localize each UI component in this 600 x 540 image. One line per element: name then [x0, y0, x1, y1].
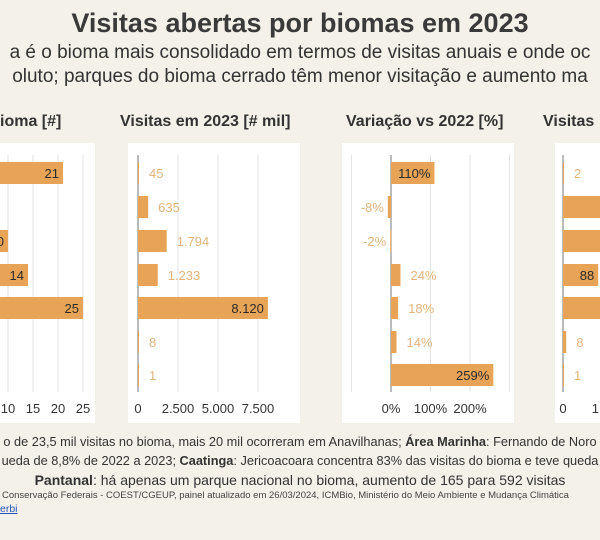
x-tick-label: 0	[559, 401, 566, 416]
chart-2-title: Visitas em 2023 [# mil]	[120, 113, 291, 130]
footer-text: ueda de 8,8% de 2022 a 2023;	[1, 453, 180, 468]
data-label: -2%	[363, 234, 387, 249]
bar	[563, 264, 599, 286]
bar	[0, 230, 8, 252]
data-label: 8	[576, 335, 583, 350]
bar	[138, 230, 167, 252]
bar	[0, 162, 63, 184]
x-tick-label: 10	[1, 401, 15, 416]
x-tick-label: 15	[26, 401, 40, 416]
data-label: 1	[574, 368, 581, 383]
bar	[387, 196, 391, 218]
bar-clipped	[563, 196, 600, 218]
data-label: 45	[149, 166, 163, 181]
bar	[391, 162, 435, 184]
x-tick-label: 1	[592, 401, 599, 416]
data-label: 1.794	[177, 234, 210, 249]
bar	[391, 331, 397, 353]
bar	[391, 297, 399, 319]
bar-clipped	[563, 230, 600, 252]
data-label: 14%	[407, 335, 433, 350]
data-label: 8.120	[231, 301, 264, 316]
data-label: 259%	[456, 368, 490, 383]
bar	[0, 264, 28, 286]
data-label: 14	[10, 268, 24, 283]
bar	[563, 162, 564, 184]
x-tick-label: 5.000	[202, 401, 235, 416]
x-tick-label: 0%	[382, 401, 401, 416]
footer-line-1: o de 23,5 mil visitas no bioma, mais 20 …	[0, 434, 600, 449]
bar	[138, 297, 268, 319]
bar	[391, 364, 494, 386]
data-label: 1.233	[168, 268, 201, 283]
footer-text: : há apenas um parque nacional no bioma,…	[92, 472, 566, 488]
x-tick-label: 0	[134, 401, 141, 416]
bar	[390, 230, 392, 252]
data-label: 24%	[410, 268, 436, 283]
bar-clipped	[563, 297, 600, 319]
footer-text: o de 23,5 mil visitas no bioma, mais 20 …	[3, 434, 406, 449]
bar	[138, 196, 149, 218]
bar	[391, 264, 401, 286]
bar	[563, 331, 567, 353]
footer-bold: Caatinga	[179, 453, 234, 468]
subtitle-line-1: a é o bioma mais consolidado em termos d…	[9, 42, 591, 63]
data-label: 18%	[408, 301, 434, 316]
x-tick-label: 20	[51, 401, 65, 416]
footer-line-2: ueda de 8,8% de 2022 a 2023; Caatinga: J…	[0, 453, 600, 468]
bar	[138, 331, 139, 353]
data-label: 21	[45, 166, 59, 181]
x-tick-label: 200%	[453, 401, 487, 416]
data-label: 25	[65, 301, 79, 316]
footer-text: : Jericoacoara concentra 83% das visitas…	[233, 453, 599, 468]
chart-1-title: ioma [#]	[0, 113, 62, 130]
bar	[563, 364, 564, 386]
chart-3-title: Variação vs 2022 [%]	[346, 113, 504, 130]
data-label: 2	[574, 166, 581, 181]
data-label: 8	[149, 335, 156, 350]
source-link[interactable]: erbi	[0, 503, 18, 515]
data-label: 0	[0, 234, 4, 249]
data-label: -8%	[361, 200, 385, 215]
footer-bold: Pantanal	[34, 472, 93, 488]
footer-line-3: Pantanal: há apenas um parque nacional n…	[0, 472, 600, 488]
subtitle-line-2: oluto; parques do bioma cerrado têm meno…	[12, 66, 588, 87]
data-label: 110%	[398, 166, 431, 181]
x-tick-label: 25	[76, 401, 90, 416]
bar	[0, 297, 83, 319]
page-title: Visitas abertas por biomas em 2023	[71, 8, 529, 38]
footer-bold: Área Marinha	[405, 434, 486, 449]
x-tick-label: 100%	[414, 401, 448, 416]
chart-4-title: Visitas	[543, 113, 595, 130]
data-label: 88	[580, 268, 594, 283]
source-note: Conservação Federais - COEST/CGEUP, pain…	[2, 490, 569, 501]
bar	[138, 364, 139, 386]
x-tick-label: 7.500	[242, 401, 275, 416]
data-label: 635	[158, 200, 180, 215]
footer-text: : Fernando de Noro	[486, 434, 597, 449]
data-label: 1	[149, 368, 156, 383]
bar	[138, 264, 158, 286]
x-tick-label: 2.500	[162, 401, 195, 416]
bar	[138, 162, 139, 184]
